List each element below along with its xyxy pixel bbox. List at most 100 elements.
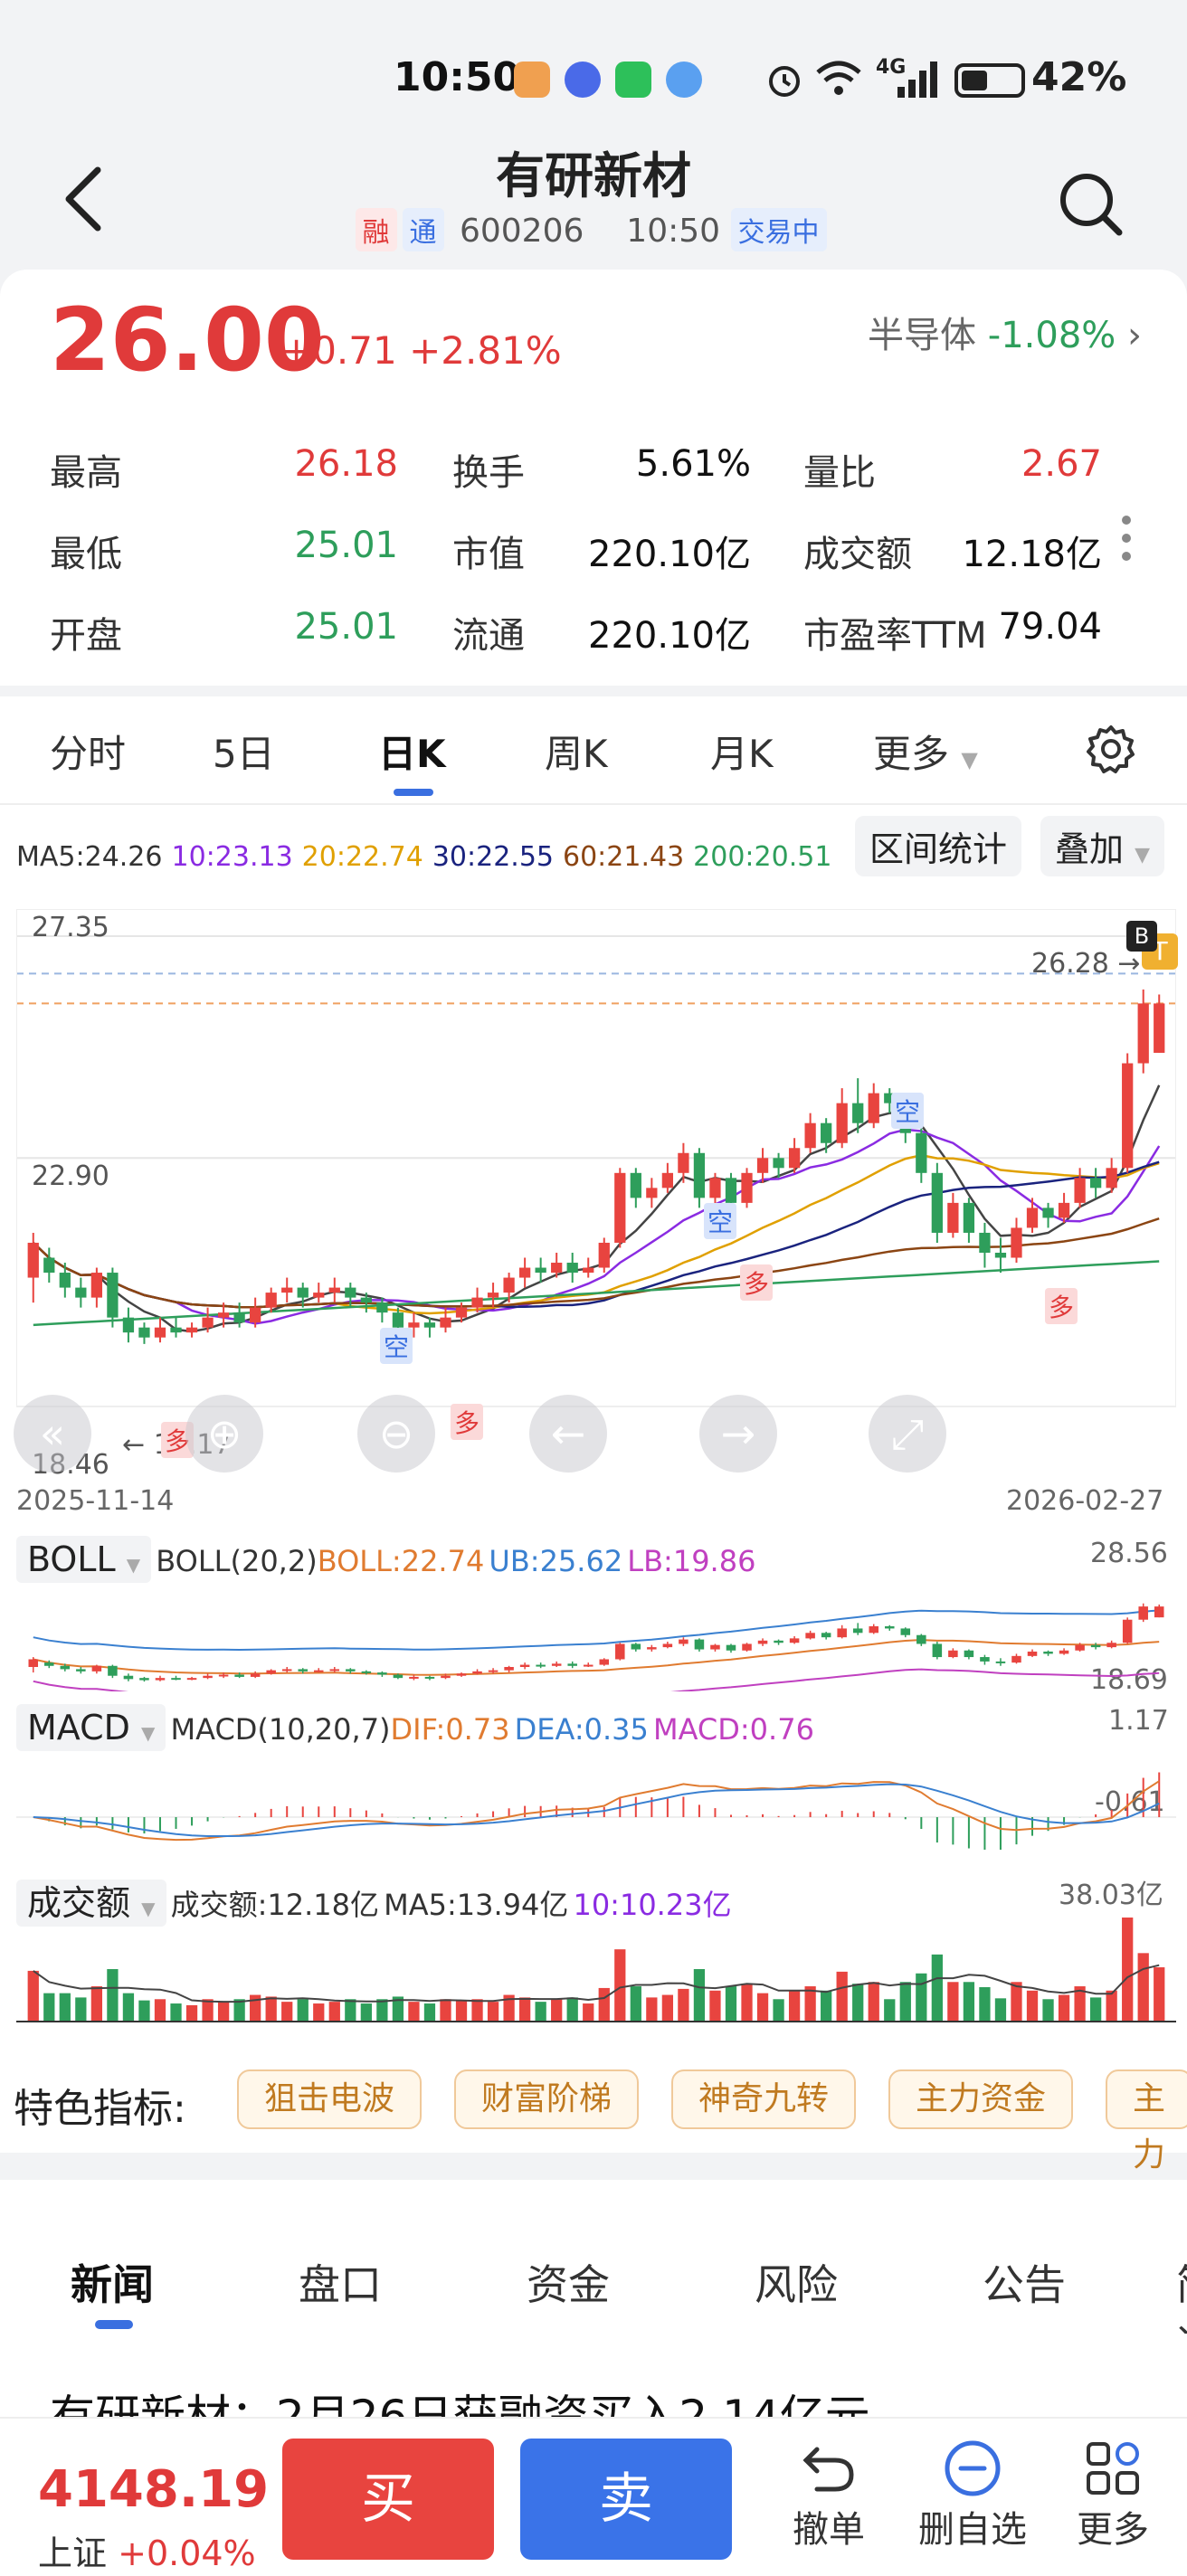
remove-watchlist-button[interactable]: 删自选 (909, 2437, 1036, 2552)
boll-chart[interactable] (16, 1574, 1176, 1691)
candle-body (994, 1253, 1007, 1258)
sector-link[interactable]: 半导体 -1.08% › (868, 306, 1142, 358)
boll-candle-body (91, 1665, 102, 1672)
arrow-left-icon[interactable]: ← (529, 1395, 607, 1473)
volume-bar (503, 1994, 515, 2022)
zoom-out-icon[interactable]: ⊖ (357, 1395, 435, 1473)
macd-selector[interactable]: MACD ▼ (16, 1704, 166, 1751)
cancel-order-button[interactable]: 撤单 (765, 2437, 892, 2552)
tab-5day[interactable]: 5日 (213, 732, 275, 776)
volume-bar (1137, 1953, 1149, 2022)
tab-more[interactable]: 更多 ▼ (873, 732, 978, 776)
candle-body (440, 1317, 451, 1328)
index-name[interactable]: 上证 +0.04% (38, 2533, 256, 2573)
candle-body (566, 1263, 578, 1274)
boll-candle-body (1043, 1651, 1053, 1654)
candle-body (250, 1307, 261, 1323)
more-dots-icon[interactable] (1122, 516, 1140, 561)
macd-chart[interactable] (16, 1750, 1176, 1854)
candle-body (1137, 1003, 1149, 1064)
rewind-icon[interactable]: « (14, 1395, 91, 1473)
candle-body (265, 1293, 277, 1308)
feature-item[interactable]: 狙击电波 (237, 2069, 423, 2129)
margin-badge: 融 (355, 208, 397, 251)
candle-body (1074, 1178, 1086, 1203)
candle-body (884, 1093, 896, 1103)
boll-candle-body (1122, 1619, 1133, 1643)
candle-body (916, 1132, 927, 1173)
wechat-icon (615, 62, 651, 98)
feature-item[interactable]: 神奇九转 (671, 2069, 857, 2129)
tab-funds[interactable]: 资金 (527, 2260, 610, 2309)
signal-kong-3: 空 (891, 1093, 925, 1129)
buy-button[interactable]: 买 (282, 2439, 494, 2560)
tab-daily-k[interactable]: 日K (378, 732, 446, 776)
tab-intraday[interactable]: 分时 (50, 732, 127, 776)
boll-candle-body (1011, 1655, 1021, 1663)
ma-label: 20:22.74 (301, 841, 423, 873)
volume-bar (107, 1969, 119, 2022)
feature-label: 特色指标: (14, 2086, 186, 2132)
feature-item[interactable]: 主力资金 (888, 2069, 1074, 2129)
boll-candle-body (536, 1664, 546, 1667)
kline-chart[interactable] (16, 909, 1176, 1416)
volume-bar (821, 1990, 832, 2022)
candle-body (376, 1302, 388, 1313)
stat-label: 开盘 (50, 615, 122, 657)
volume-selector[interactable]: 成交额 ▼ (16, 1880, 166, 1927)
search-icon[interactable] (1054, 167, 1126, 240)
stat-value: 220.10亿 (588, 615, 751, 657)
tab-weekly-k[interactable]: 周K (545, 732, 608, 776)
candle-body (678, 1152, 689, 1173)
range-stats-button[interactable]: 区间统计 (855, 816, 1022, 876)
tab-monthly-k[interactable]: 月K (710, 732, 774, 776)
feature-item[interactable]: 财富阶梯 (454, 2069, 640, 2129)
signal-kong-2: 空 (704, 1203, 737, 1239)
candle-body (1011, 1227, 1022, 1258)
volume-bar (1026, 1990, 1039, 2022)
back-icon[interactable] (54, 163, 118, 235)
tab-news[interactable]: 新闻 (71, 2260, 154, 2309)
volume-bar (916, 1973, 927, 2022)
volume-bar (725, 1986, 737, 2022)
volume-bar (1011, 1982, 1022, 2022)
candle-body (328, 1287, 340, 1293)
candle-body (170, 1327, 182, 1333)
fullscreen-icon[interactable]: ⤢ (869, 1395, 946, 1473)
boll-candle-body (1027, 1651, 1038, 1656)
boll-candle-body (948, 1650, 958, 1658)
tab-risk[interactable]: 风险 (755, 2260, 838, 2309)
stat-value: 79.04 (998, 606, 1102, 648)
index-value[interactable]: 4148.19 (38, 2460, 270, 2519)
volume-max: 38.03亿 (1059, 1880, 1163, 1911)
stat-label: 市盈率TTM (803, 615, 987, 657)
sell-button[interactable]: 卖 (520, 2439, 732, 2560)
boll-candle-body (583, 1664, 594, 1667)
gear-icon[interactable] (1086, 724, 1136, 774)
ma-label: 60:21.43 (563, 841, 685, 873)
volume-chart[interactable] (16, 1913, 1176, 2026)
volume-bar (376, 1999, 388, 2022)
boll-candle-body (218, 1674, 229, 1677)
boll-candle-body (900, 1628, 911, 1635)
macd-min: -0.61 (1095, 1786, 1165, 1818)
stat-value: 220.10亿 (588, 534, 751, 575)
candle-body (1058, 1202, 1070, 1218)
tab-orderbook[interactable]: 盘口 (299, 2260, 382, 2309)
arrow-right-icon[interactable]: → (699, 1395, 777, 1473)
overlay-button[interactable]: 叠加 ▼ (1040, 816, 1165, 876)
stat-label: 最高 (50, 452, 122, 494)
zoom-in-icon[interactable]: ⊕ (185, 1395, 263, 1473)
ma-label: 30:22.55 (432, 841, 554, 873)
trade-status-badge: 交易中 (730, 208, 827, 251)
ma5-line (32, 1084, 1161, 1333)
boll-selector[interactable]: BOLL ▼ (16, 1536, 152, 1583)
tab-announcements[interactable]: 公告 (983, 2260, 1066, 2309)
more-button[interactable]: 更多 (1049, 2437, 1176, 2552)
volume-bar (518, 1997, 531, 2022)
feature-item[interactable]: 主力 (1106, 2069, 1187, 2174)
macd-dif-line (33, 1780, 1160, 1842)
candle-body (1042, 1208, 1054, 1218)
chart-period-tabs: 分时 5日 日K 周K 月K 更多 ▼ (0, 696, 1187, 805)
boll-candle-body (504, 1666, 514, 1671)
